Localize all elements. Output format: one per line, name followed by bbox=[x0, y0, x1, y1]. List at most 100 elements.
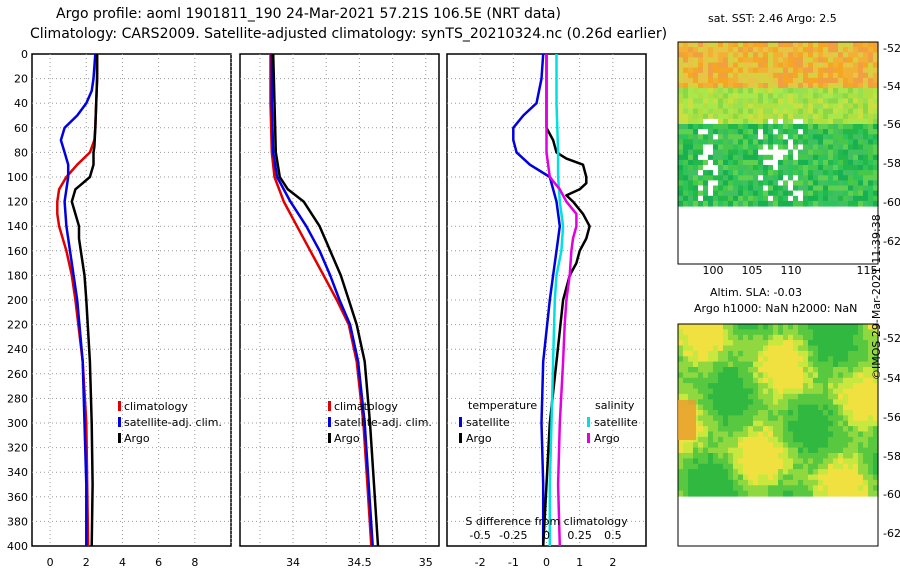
map-cell bbox=[863, 447, 869, 454]
map-cell bbox=[773, 83, 779, 89]
map-cell bbox=[768, 356, 774, 363]
map-cell bbox=[688, 485, 694, 492]
legend-label: satellite-adj. clim. bbox=[124, 416, 222, 429]
map-cell bbox=[833, 195, 839, 202]
map-cell bbox=[733, 388, 739, 395]
map-cell bbox=[753, 377, 759, 384]
map-cell bbox=[843, 372, 849, 379]
map-cell bbox=[738, 350, 744, 357]
map-cell bbox=[808, 388, 814, 395]
map-cell bbox=[738, 469, 744, 476]
map-cell bbox=[728, 367, 734, 373]
map-cell bbox=[863, 103, 869, 110]
map-cell bbox=[858, 108, 864, 115]
map-cell bbox=[798, 436, 804, 443]
map-cell bbox=[738, 159, 744, 166]
map-cell bbox=[748, 324, 754, 330]
map-cell bbox=[863, 185, 869, 192]
map-cell bbox=[703, 442, 709, 449]
map-cell bbox=[743, 361, 749, 368]
map-cell bbox=[783, 57, 789, 64]
map-cell bbox=[678, 113, 684, 120]
map-cell bbox=[758, 67, 764, 74]
map-cell bbox=[838, 458, 844, 465]
legend-swatch bbox=[328, 417, 331, 427]
map-cell bbox=[798, 93, 804, 99]
map-cell bbox=[813, 190, 819, 197]
map-cell bbox=[768, 367, 774, 373]
map-cell bbox=[843, 345, 849, 352]
map-cell bbox=[788, 490, 794, 497]
map-cell bbox=[703, 410, 709, 416]
map-cell bbox=[788, 340, 794, 347]
map-cell bbox=[833, 388, 839, 395]
map-cell bbox=[713, 399, 719, 406]
map-cell bbox=[758, 175, 764, 181]
map-cell bbox=[763, 98, 769, 105]
map-cell bbox=[693, 469, 699, 476]
map-cell bbox=[828, 404, 834, 411]
map-cell bbox=[798, 431, 804, 438]
map-cell bbox=[758, 139, 764, 146]
map-cell bbox=[813, 367, 819, 373]
s-tick-label: 0.25 bbox=[567, 529, 592, 542]
map-cell bbox=[773, 77, 779, 84]
map-cell bbox=[678, 108, 684, 115]
map-cell bbox=[848, 490, 854, 497]
map-cell bbox=[848, 334, 854, 341]
map-cell bbox=[708, 88, 714, 94]
map-cell bbox=[793, 134, 799, 140]
map-cell bbox=[813, 485, 819, 492]
map-cell bbox=[758, 124, 764, 130]
map-cell bbox=[688, 154, 694, 161]
map-cell bbox=[808, 144, 814, 151]
map-cell bbox=[698, 72, 704, 79]
map-cell bbox=[818, 345, 824, 352]
map-cell bbox=[743, 420, 749, 427]
map-cell bbox=[853, 350, 859, 357]
map-cell bbox=[813, 149, 819, 156]
map-cell bbox=[873, 72, 879, 79]
map-cell bbox=[773, 62, 779, 69]
map-cell bbox=[798, 129, 804, 135]
map-cell bbox=[743, 139, 749, 146]
map-cell bbox=[683, 93, 689, 99]
map-cell bbox=[823, 356, 829, 363]
sst-lat-tick: -54 bbox=[883, 80, 900, 93]
map-cell bbox=[703, 490, 709, 497]
map-cell bbox=[848, 190, 854, 197]
map-cell bbox=[778, 144, 784, 151]
map-cell bbox=[698, 436, 704, 443]
map-cell bbox=[798, 185, 804, 192]
map-cell bbox=[853, 415, 859, 422]
map-cell bbox=[738, 57, 744, 64]
map-cell bbox=[753, 361, 759, 368]
map-cell bbox=[693, 388, 699, 395]
map-cell bbox=[828, 372, 834, 379]
map-cell bbox=[798, 350, 804, 357]
map-cell bbox=[838, 334, 844, 341]
map-cell bbox=[703, 447, 709, 454]
map-cell bbox=[728, 410, 734, 416]
map-cell bbox=[798, 200, 804, 207]
map-cell bbox=[868, 442, 874, 449]
map-cell bbox=[773, 195, 779, 202]
map-cell bbox=[688, 324, 694, 330]
map-cell bbox=[813, 170, 819, 176]
map-cell bbox=[833, 350, 839, 357]
map-cell bbox=[768, 124, 774, 130]
map-cell bbox=[858, 47, 864, 53]
map-cell bbox=[868, 124, 874, 130]
map-cell bbox=[688, 361, 694, 368]
map-cell bbox=[873, 383, 879, 390]
map-cell bbox=[813, 159, 819, 166]
map-cell bbox=[788, 485, 794, 492]
map-cell bbox=[743, 372, 749, 379]
map-cell bbox=[803, 190, 809, 197]
map-cell bbox=[843, 185, 849, 192]
map-cell bbox=[718, 175, 724, 181]
map-cell bbox=[693, 93, 699, 99]
map-cell bbox=[783, 98, 789, 105]
map-cell bbox=[833, 118, 839, 125]
map-cell bbox=[753, 200, 759, 207]
